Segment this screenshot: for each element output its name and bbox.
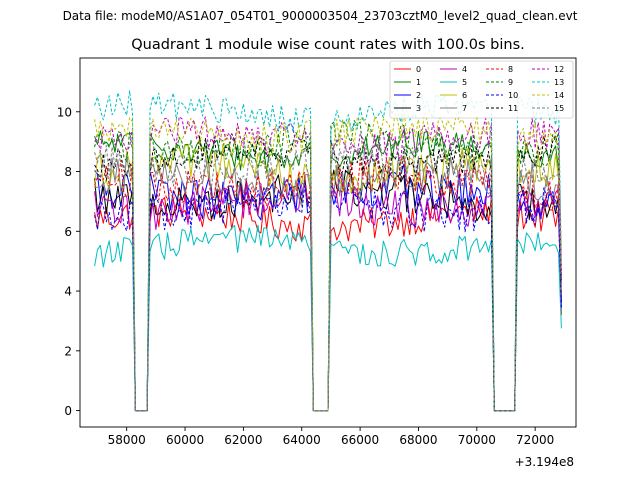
legend-label-0: 0 — [416, 65, 421, 74]
plot-area — [94, 90, 562, 412]
y-tick-label-0: 0 — [64, 404, 72, 418]
series-line-12 — [94, 116, 562, 412]
legend-label-9: 9 — [508, 78, 513, 87]
x-tick-label-2: 62000 — [224, 433, 262, 447]
legend-box — [389, 60, 574, 119]
legend-label-11: 11 — [508, 104, 518, 113]
y-tick-label-1: 2 — [64, 344, 72, 358]
chart-title: Quadrant 1 module wise count rates with … — [131, 37, 525, 53]
axis-ticks: 58000 60000 62000 64000 66000 68000 70000 72000… — [57, 105, 555, 447]
legend-label-15: 15 — [554, 104, 564, 113]
legend-label-4: 4 — [462, 65, 467, 74]
x-offset-label: +3.194e8 — [515, 455, 574, 469]
legend-label-10: 10 — [508, 91, 518, 100]
axes-frame — [79, 57, 577, 428]
legend-label-6: 6 — [462, 91, 467, 100]
y-tick-label-5: 10 — [57, 105, 72, 119]
legend-label-12: 12 — [554, 65, 564, 74]
y-tick-label-4: 8 — [64, 165, 72, 179]
x-tick-label-1: 60000 — [166, 433, 204, 447]
legend-label-1: 1 — [416, 78, 421, 87]
legend-label-2: 2 — [416, 91, 421, 100]
series-line-15 — [94, 142, 562, 412]
x-tick-label-6: 70000 — [458, 433, 496, 447]
x-tick-label-4: 66000 — [341, 433, 379, 447]
legend-label-5: 5 — [462, 78, 467, 87]
figure-suptitle: Data file: modeM0/AS1A07_054T01_90000035… — [63, 9, 578, 23]
legend-label-13: 13 — [554, 78, 564, 87]
legend-label-14: 14 — [554, 91, 564, 100]
x-tick-label-3: 64000 — [283, 433, 321, 447]
y-tick-label-2: 4 — [64, 285, 72, 299]
legend-label-7: 7 — [462, 104, 467, 113]
x-tick-label-5: 68000 — [399, 433, 437, 447]
x-tick-label-7: 72000 — [516, 433, 554, 447]
x-tick-label-0: 58000 — [108, 433, 146, 447]
legend-label-3: 3 — [416, 104, 421, 113]
y-tick-label-3: 6 — [64, 225, 72, 239]
series-line-13 — [94, 90, 562, 412]
legend-label-8: 8 — [508, 65, 513, 74]
